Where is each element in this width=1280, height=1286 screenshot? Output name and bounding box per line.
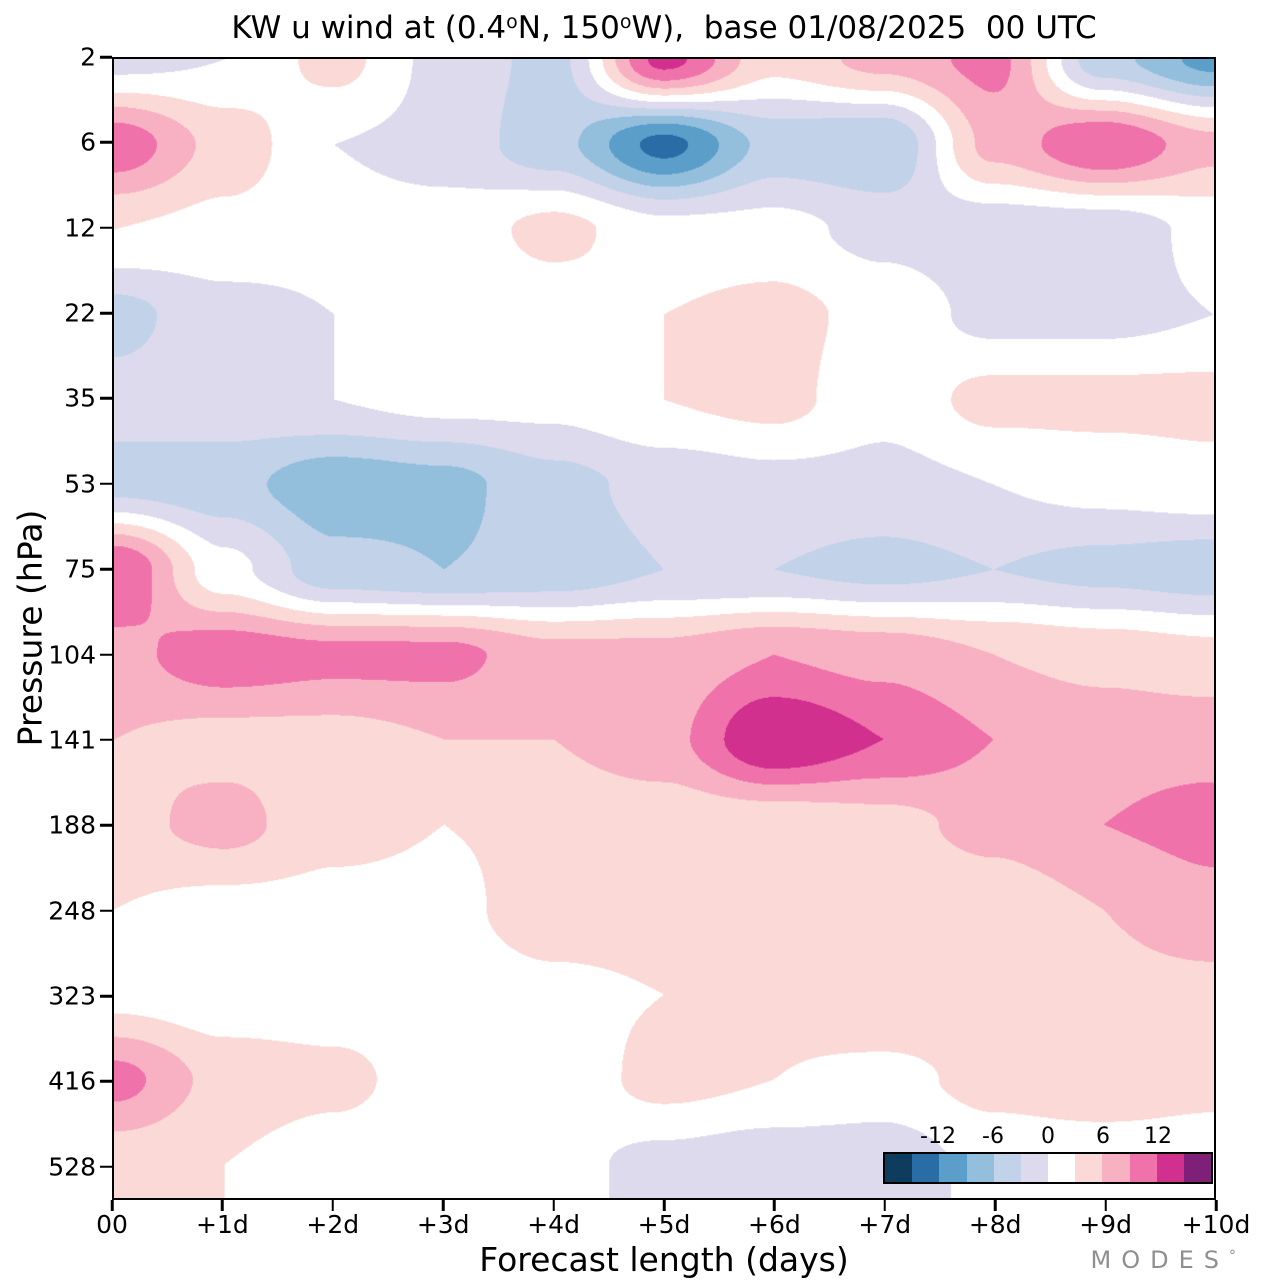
x-tick-mark	[1104, 1200, 1107, 1211]
y-tick-label: 2	[80, 42, 96, 72]
colorbar-cell	[912, 1154, 940, 1182]
colorbar-cell	[1020, 1154, 1049, 1182]
x-tick-label: +3d	[416, 1210, 470, 1239]
y-tick-mark	[100, 567, 112, 571]
chart-title: KW u wind at (0.4oN, 150oW), base 01/08/…	[112, 10, 1216, 46]
colorbar-bar	[883, 1152, 1213, 1184]
colorbar-cell	[1102, 1154, 1130, 1182]
y-tick-label: 528	[48, 1152, 96, 1182]
colorbar-tick-label: 12	[1144, 1124, 1172, 1149]
title-text: KW u wind at (0.4	[231, 10, 507, 46]
colorbar-cell	[966, 1154, 994, 1182]
x-tick-labels: 00 +1d +2d +3d +4d +5d +6d +7d +8d +9d +10d	[96, 1210, 1250, 1240]
x-tick-label: +5d	[637, 1210, 691, 1239]
y-tick-mark	[100, 653, 112, 656]
x-tick-label: 00	[96, 1210, 128, 1239]
y-tick-labels: 2 6 12 22 35 53 75 104 141 188 248 323 416 528	[0, 45, 96, 1200]
x-tick-mark	[441, 1200, 445, 1211]
y-tick-mark	[100, 226, 112, 229]
y-tick-label: 75	[64, 554, 96, 584]
x-tick-mark	[331, 1200, 335, 1211]
colorbar-cell	[993, 1154, 1021, 1182]
x-tick-label: +7d	[858, 1210, 912, 1239]
y-tick-label: 141	[48, 725, 96, 755]
x-tick-label: +1d	[196, 1210, 249, 1239]
x-tick-mark	[662, 1200, 666, 1211]
x-tick-label: +8d	[968, 1210, 1022, 1239]
colorbar-cell	[885, 1154, 913, 1182]
colorbar-tick-label: 0	[1041, 1124, 1055, 1149]
plot-area: -12 -6 0 6 12	[112, 57, 1216, 1200]
x-tick-mark	[773, 1200, 776, 1211]
y-tick-mark	[100, 994, 112, 998]
x-tick-mark	[221, 1200, 224, 1211]
colorbar-tick-label: -12	[920, 1124, 956, 1149]
x-tick-label: +10d	[1181, 1210, 1251, 1239]
colorbar-tick-label: 6	[1096, 1124, 1110, 1149]
colorbar-cell	[1048, 1154, 1076, 1182]
colorbar-cell	[1129, 1154, 1157, 1182]
x-tick-label: +9d	[1079, 1210, 1132, 1239]
y-tick-label: 188	[48, 810, 96, 840]
colorbar-cell	[1156, 1154, 1184, 1182]
title-text: N, 150	[517, 10, 620, 46]
degree-sup-icon: o	[619, 11, 632, 33]
y-tick-mark	[100, 738, 112, 742]
x-tick-label: +2d	[306, 1210, 360, 1239]
x-tick-marks	[110, 1200, 1218, 1211]
y-tick-label: 416	[48, 1066, 96, 1096]
y-tick-label: 53	[64, 469, 96, 499]
x-tick-mark	[110, 1200, 114, 1211]
y-tick-mark	[100, 824, 112, 827]
x-tick-label: +6d	[748, 1210, 801, 1239]
colorbar-cell	[939, 1154, 967, 1182]
y-tick-label: 104	[48, 640, 96, 670]
x-tick-mark	[883, 1200, 887, 1211]
y-tick-label: 248	[48, 896, 96, 926]
y-tick-mark	[100, 482, 112, 486]
modes-logo: MODES°	[1091, 1246, 1238, 1274]
x-tick-mark	[552, 1200, 555, 1211]
modes-logo-text: MODES	[1090, 1246, 1229, 1274]
y-tick-label: 323	[48, 981, 96, 1011]
y-tick-label: 35	[64, 383, 96, 413]
y-tick-marks	[100, 55, 112, 1200]
y-tick-mark	[100, 55, 112, 59]
y-tick-mark	[100, 311, 112, 315]
y-tick-mark	[100, 141, 112, 144]
x-tick-mark	[993, 1200, 997, 1211]
colorbar-labels: -12 -6 0 6 12	[883, 1124, 1213, 1152]
colorbar-tick-label: -6	[982, 1124, 1004, 1149]
x-tick-label: +4d	[527, 1210, 580, 1239]
degree-sup-icon: o	[506, 11, 518, 33]
y-tick-mark	[100, 397, 112, 400]
heatmap-canvas	[114, 59, 1214, 1198]
y-tick-label: 22	[64, 298, 96, 328]
x-tick-mark	[1214, 1200, 1218, 1211]
x-axis-title: Forecast length (days)	[479, 1240, 849, 1279]
title-text: W), base 01/08/2025 00 UTC	[631, 10, 1097, 46]
colorbar-cell	[1075, 1154, 1103, 1182]
logo-mark-icon: °	[1229, 1248, 1238, 1264]
y-tick-mark	[100, 1165, 112, 1169]
y-tick-mark	[100, 909, 112, 912]
colorbar-cell	[1183, 1154, 1212, 1182]
y-tick-label: 12	[64, 213, 96, 243]
y-tick-mark	[100, 1080, 112, 1083]
y-tick-label: 6	[80, 127, 96, 157]
colorbar: -12 -6 0 6 12	[883, 1124, 1213, 1184]
